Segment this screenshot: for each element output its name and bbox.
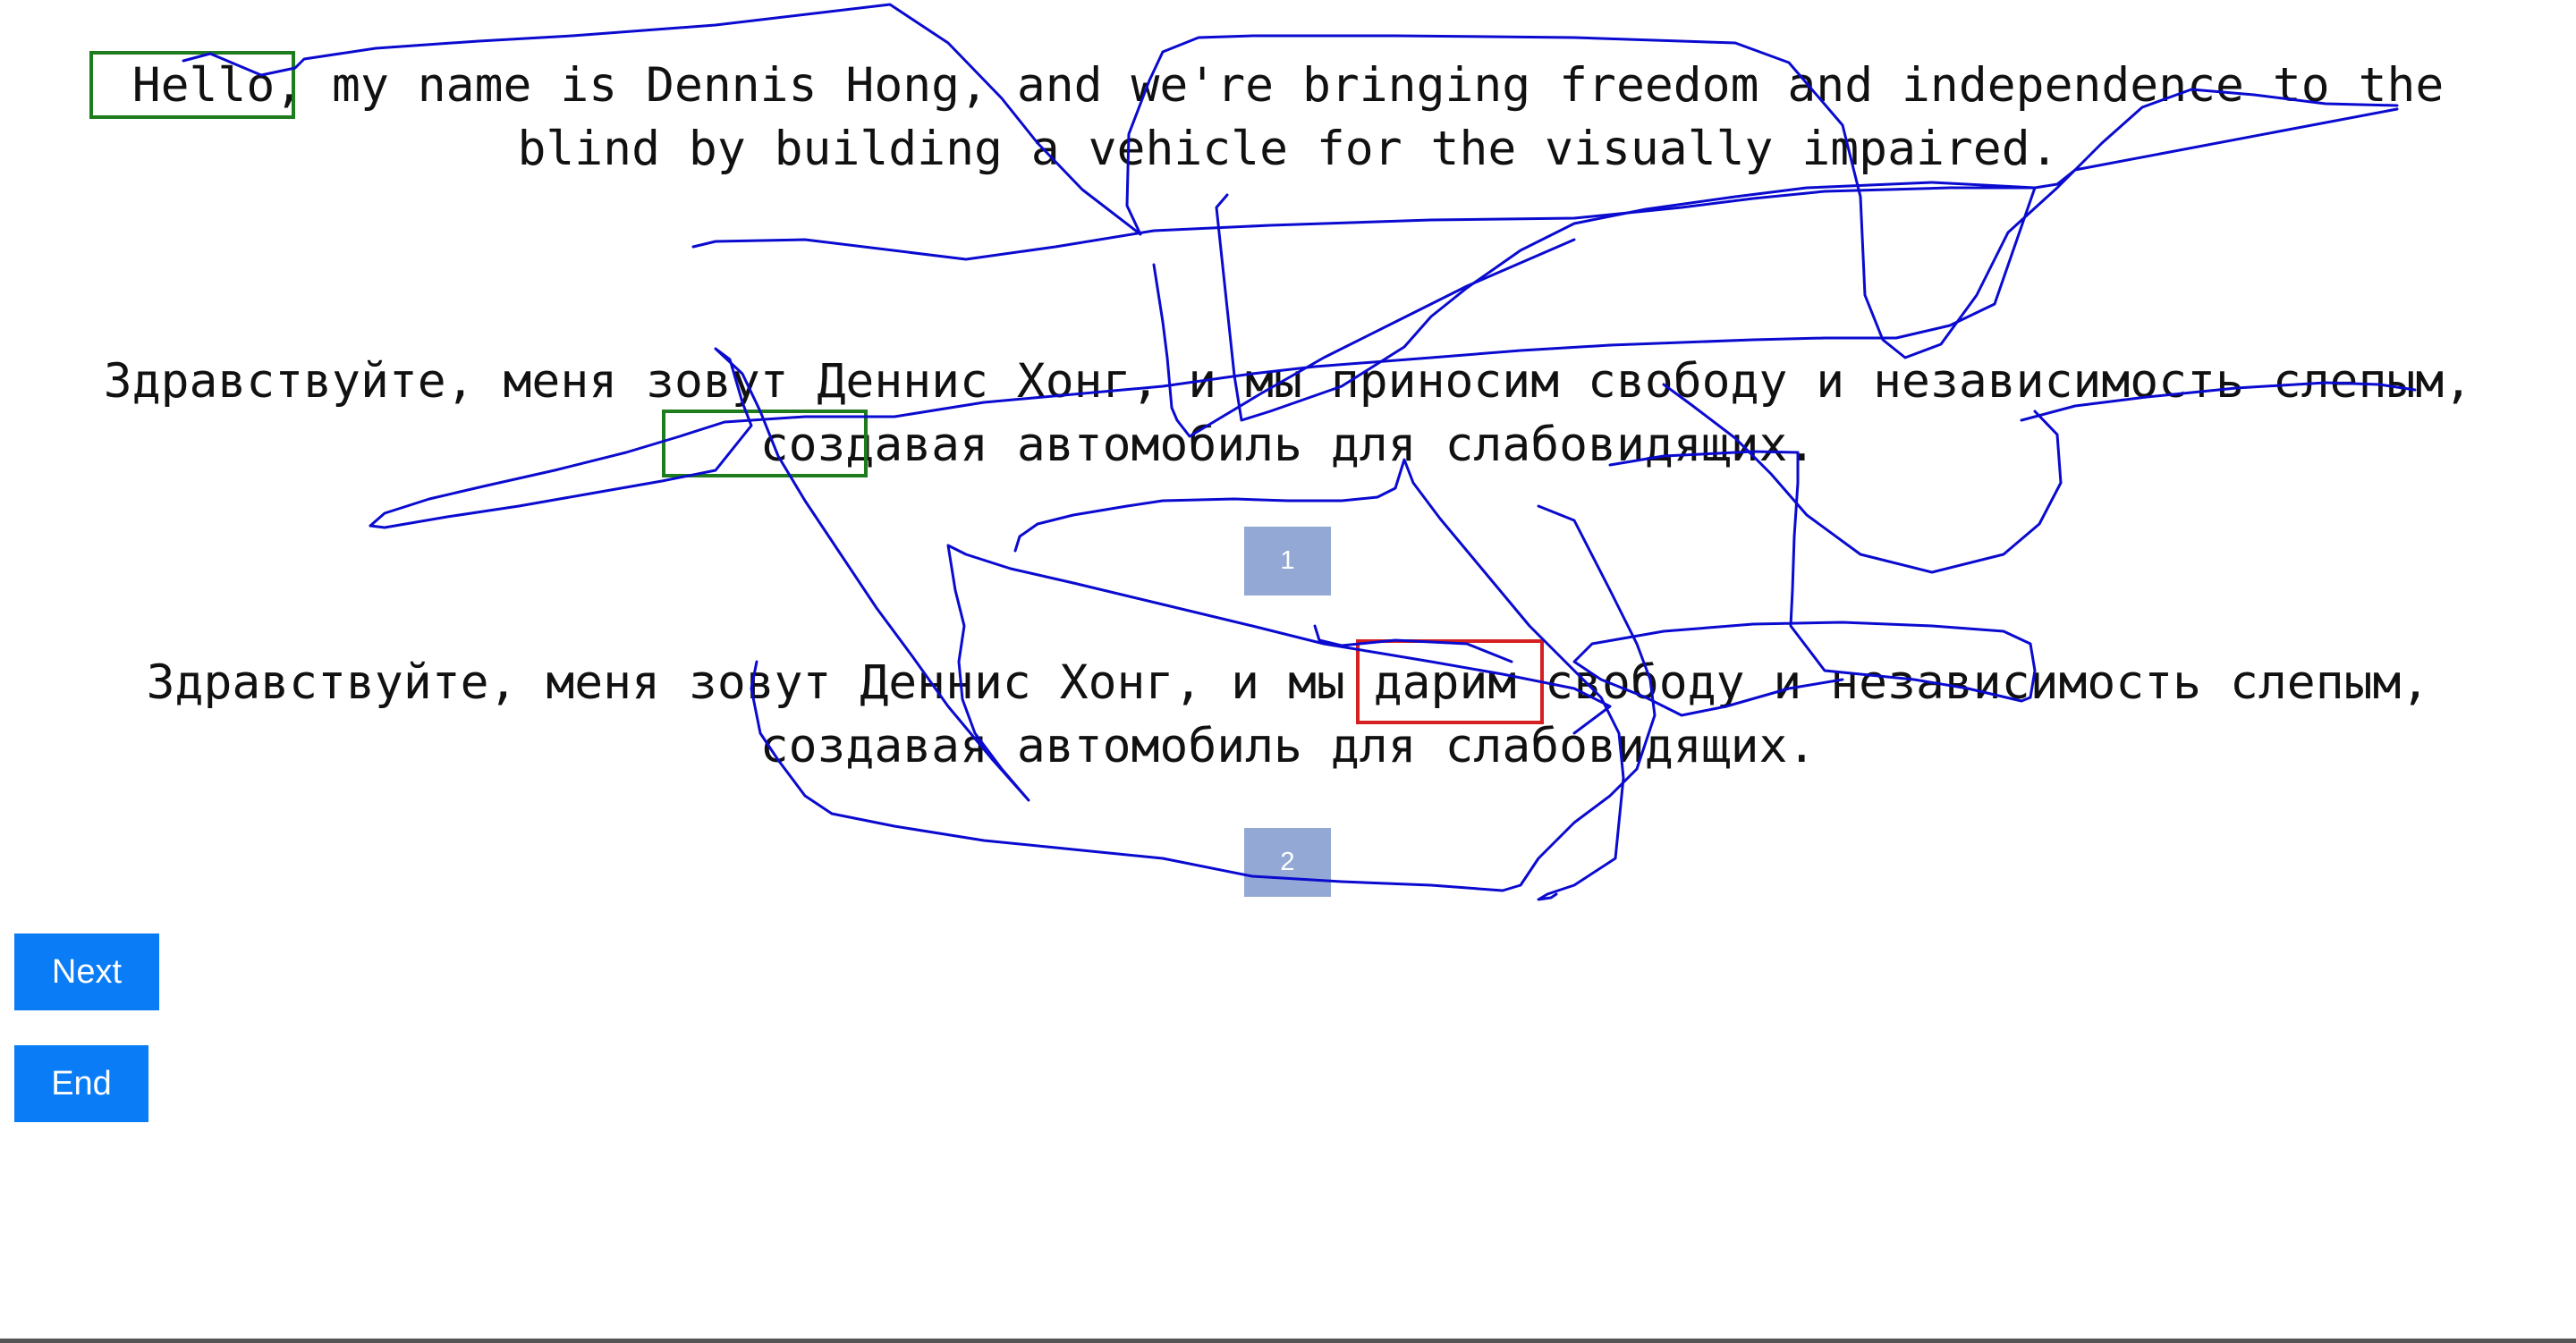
source-line-1: Hello, my name is Dennis Hong, and we're… (131, 58, 2445, 113)
source-sentence: Hello, my name is Dennis Hong, and we're… (0, 54, 2576, 181)
reference-translation: Здравствуйте, меня зовут Деннис Хонг, и … (0, 350, 2576, 477)
hypothesis-line-2: создавая автомобиль для слабовидящих. (759, 719, 1817, 773)
next-button[interactable]: Next (14, 933, 159, 1010)
reference-line-1: Здравствуйте, меня зовут Деннис Хонг, и … (103, 354, 2473, 409)
translation-badge-1: 1 (1244, 527, 1331, 595)
hypothesis-line-1: Здравствуйте, меня зовут Деннис Хонг, и … (146, 655, 2430, 710)
source-line-2: blind by building a vehicle for the visu… (517, 122, 2059, 176)
bottom-divider (0, 1339, 2576, 1343)
end-button[interactable]: End (14, 1045, 148, 1122)
reference-line-2: создавая автомобиль для слабовидящих. (759, 418, 1817, 472)
translation-badge-2: 2 (1244, 828, 1331, 897)
hypothesis-translation: Здравствуйте, меня зовут Деннис Хонг, и … (0, 651, 2576, 778)
